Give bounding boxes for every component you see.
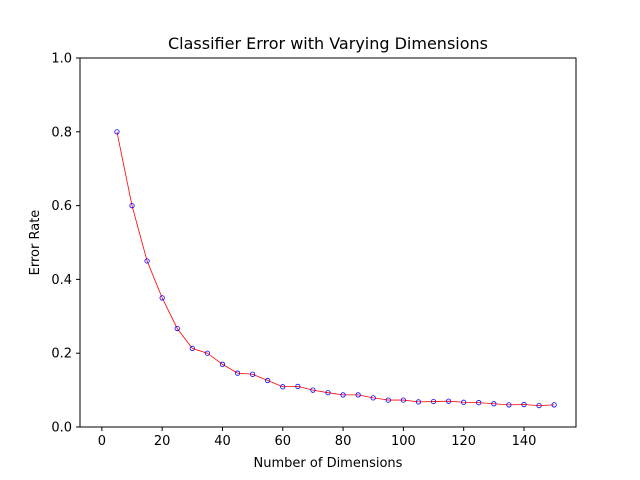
data-point bbox=[521, 401, 527, 408]
x-tick-label: 40 bbox=[214, 434, 231, 449]
x-tick-label: 140 bbox=[512, 434, 537, 449]
data-point bbox=[174, 325, 180, 332]
data-point bbox=[415, 399, 422, 405]
data-point bbox=[159, 295, 165, 301]
x-tick-label: 60 bbox=[274, 434, 291, 449]
x-tick-label: 120 bbox=[451, 434, 476, 449]
y-tick-label: 0.0 bbox=[51, 421, 72, 436]
y-tick-label: 0.6 bbox=[51, 199, 72, 214]
data-point bbox=[265, 377, 271, 384]
data-point bbox=[400, 397, 406, 403]
data-point bbox=[295, 383, 301, 390]
x-tick-label: 0 bbox=[98, 434, 106, 449]
y-tick-label: 1.0 bbox=[51, 52, 72, 67]
data-point bbox=[204, 350, 210, 356]
data-point bbox=[430, 398, 437, 405]
data-point bbox=[114, 129, 120, 135]
y-tick-label: 0.8 bbox=[51, 125, 72, 140]
chart-title: Classifier Error with Varying Dimensions bbox=[168, 34, 488, 53]
data-point bbox=[250, 371, 256, 377]
data-point bbox=[340, 392, 346, 398]
data-point bbox=[491, 401, 497, 407]
data-point bbox=[355, 392, 361, 398]
data-point bbox=[446, 398, 452, 404]
y-tick-label: 0.4 bbox=[51, 273, 72, 288]
y-axis-label: Error Rate bbox=[28, 210, 43, 276]
plot-area: 0 20 40 60 80 100 120 140 0.0 0.2 0.4 0.6 0.8 1.0 bbox=[51, 52, 577, 449]
data-point bbox=[325, 390, 331, 396]
y-tick-label: 0.2 bbox=[51, 347, 72, 362]
x-tick-label: 80 bbox=[335, 434, 352, 449]
data-point bbox=[310, 387, 316, 393]
data-point bbox=[219, 361, 226, 367]
data-point bbox=[370, 395, 376, 401]
x-axis-label: Number of Dimensions bbox=[254, 456, 403, 471]
data-point bbox=[536, 402, 542, 409]
plot-frame bbox=[79, 57, 577, 428]
x-tick-label: 100 bbox=[391, 434, 416, 449]
data-point bbox=[476, 400, 482, 406]
data-point bbox=[144, 258, 150, 264]
data-point bbox=[280, 384, 286, 390]
data-point bbox=[551, 402, 557, 408]
series-line bbox=[116, 131, 555, 407]
data-point bbox=[129, 203, 135, 209]
data-point bbox=[385, 397, 391, 403]
data-point bbox=[234, 370, 241, 376]
x-tick-label: 20 bbox=[154, 434, 171, 449]
data-point bbox=[461, 399, 467, 405]
data-point bbox=[506, 402, 512, 408]
data-point bbox=[189, 345, 195, 352]
